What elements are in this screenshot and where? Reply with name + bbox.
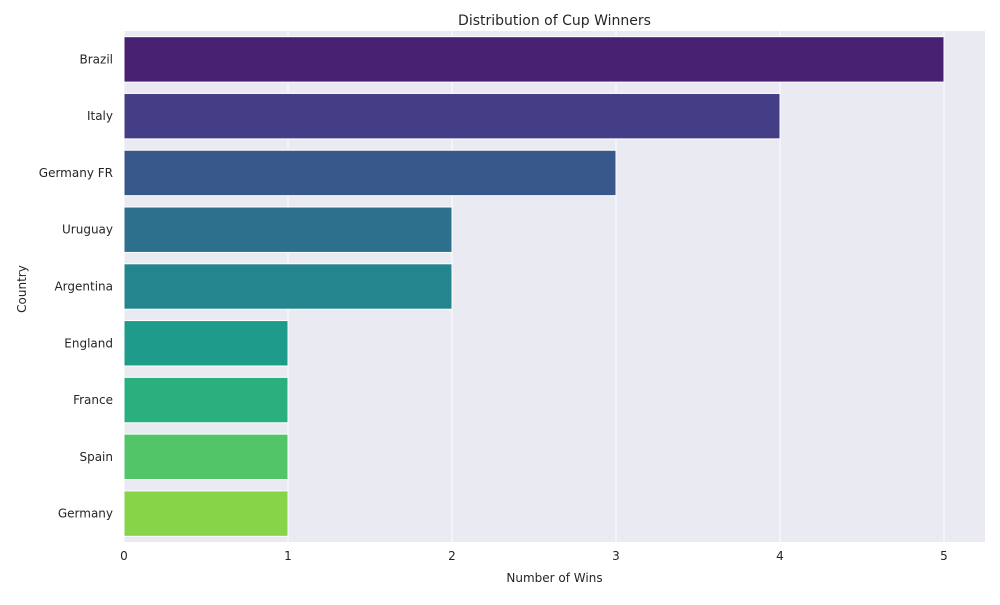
- y-tick-label: Germany FR: [39, 166, 113, 180]
- y-tick-label: Uruguay: [62, 223, 113, 237]
- y-axis-label: Country: [15, 265, 29, 313]
- bar: [123, 92, 781, 140]
- y-tick-label: France: [73, 393, 113, 407]
- y-tick-label: Spain: [79, 450, 113, 464]
- x-tick-label: 5: [940, 549, 948, 563]
- x-tick-label: 0: [120, 549, 128, 563]
- y-tick-label: Argentina: [54, 280, 113, 294]
- y-tick-labels: Brazil Italy Germany FR Uruguay Argentina Eng…: [39, 52, 113, 520]
- bar: [123, 376, 289, 424]
- bars: [123, 36, 945, 537]
- x-tick-label: 3: [612, 549, 620, 563]
- bar: [123, 206, 453, 253]
- y-tick-label: Italy: [87, 109, 113, 123]
- x-tick-label: 2: [448, 549, 456, 563]
- x-tick-label: 4: [776, 549, 784, 563]
- bar: [123, 490, 289, 537]
- y-tick-label: England: [64, 336, 113, 350]
- bar: [123, 433, 289, 481]
- chart-title: Distribution of Cup Winners: [458, 13, 651, 29]
- bar: [123, 36, 945, 83]
- x-tick-labels: 0 1 2 3 4 5: [120, 549, 948, 563]
- bar: [123, 320, 289, 367]
- bar: [123, 149, 617, 197]
- y-tick-label: Germany: [58, 507, 113, 521]
- x-axis-label: Number of Wins: [506, 571, 602, 585]
- y-tick-label: Brazil: [80, 52, 114, 66]
- x-tick-label: 1: [284, 549, 292, 563]
- bar: [123, 263, 453, 310]
